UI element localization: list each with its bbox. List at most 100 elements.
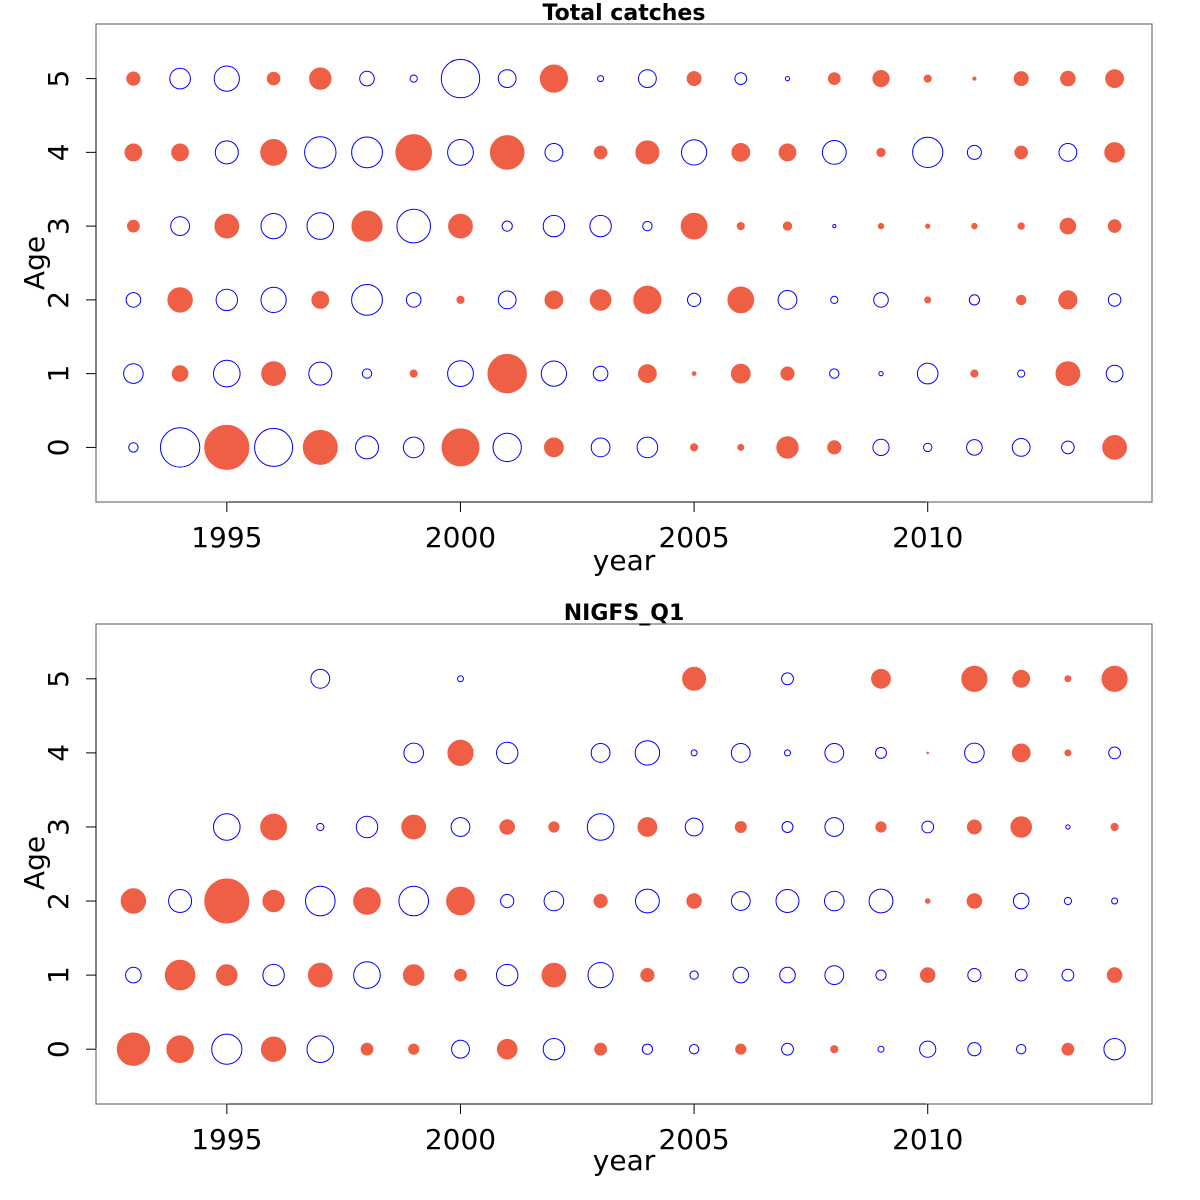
bubble-point	[633, 285, 662, 314]
bubble-point	[967, 968, 982, 983]
bubble-point	[776, 436, 799, 459]
bubble-point	[824, 817, 845, 837]
bubble-point	[778, 143, 797, 162]
bubble-point	[409, 74, 418, 83]
bubble-point	[682, 666, 707, 691]
bubble-point	[830, 295, 839, 304]
bubble-point	[171, 143, 190, 162]
bubble-point	[1106, 967, 1123, 983]
chart-title: NIGFS_Q1	[564, 601, 685, 626]
bubble-point	[921, 820, 935, 834]
bubble-point	[361, 368, 373, 379]
bubble-point	[496, 1038, 518, 1060]
y-tick-label: 3	[42, 217, 75, 235]
y-tick-label: 1	[42, 966, 75, 984]
bubble-point	[824, 965, 845, 985]
bubble-point	[204, 424, 250, 470]
bubble-point	[262, 889, 285, 913]
bubble-point	[872, 70, 890, 88]
bubble-point	[924, 898, 931, 904]
bubble-point	[359, 70, 375, 87]
bubble-point	[730, 743, 751, 763]
bubble-point	[1013, 71, 1029, 87]
bubble-point	[169, 67, 191, 90]
bubble-point	[877, 222, 885, 230]
bubble-point	[821, 140, 847, 165]
bubble-point	[730, 891, 751, 911]
bubble-point	[775, 889, 800, 913]
bubble-point	[691, 371, 697, 377]
bubble-point	[213, 813, 241, 841]
bubble-point	[542, 1038, 566, 1061]
bubble-point	[262, 963, 285, 987]
bubble-point	[1017, 369, 1026, 378]
bubble-point	[500, 893, 515, 909]
x-tick-label: 2000	[425, 1123, 496, 1156]
bubble-point	[781, 672, 794, 686]
bubble-point	[875, 821, 887, 833]
bubble-point	[875, 969, 887, 981]
bubble-point	[919, 967, 936, 983]
bubble-point	[204, 878, 250, 924]
bubble-point	[923, 442, 933, 453]
x-tick-label: 2005	[658, 1123, 729, 1156]
y-tick-label: 1	[42, 365, 75, 383]
y-tick-label: 0	[42, 438, 75, 456]
bubble-point	[961, 665, 988, 692]
bubble-point	[1102, 435, 1127, 460]
bubble-point	[1108, 746, 1121, 760]
x-tick-label: 2005	[658, 521, 729, 554]
bubble-point	[734, 72, 748, 85]
bubble-point	[1058, 143, 1078, 162]
bubble-point	[1014, 968, 1028, 982]
bubble-point	[307, 962, 333, 988]
bubble-point	[784, 76, 791, 82]
x-tick-label: 2000	[425, 521, 496, 554]
bubble-point	[876, 147, 886, 158]
bubble-point	[919, 1040, 937, 1058]
bubble-point	[260, 1036, 287, 1062]
bubble-point	[214, 213, 240, 239]
bubble-point	[448, 213, 473, 239]
bubble-point	[731, 143, 751, 162]
bubble-point	[441, 428, 480, 467]
bubble-point	[266, 71, 281, 86]
bubble-point	[541, 962, 567, 988]
bubble-point	[868, 888, 894, 914]
bubble-point	[641, 1043, 654, 1055]
bubble-point	[966, 144, 982, 160]
bubble-point	[727, 286, 755, 314]
bubble-point	[440, 58, 481, 99]
bubble-point	[782, 221, 793, 231]
bubble-point	[496, 741, 519, 765]
bubble-point	[637, 817, 658, 837]
bubble-point	[592, 365, 609, 382]
bubble-point	[784, 749, 791, 757]
bubble-point	[254, 427, 294, 467]
bubble-point	[543, 890, 565, 912]
bubble-point	[215, 288, 239, 312]
bubble-point	[1017, 222, 1025, 230]
bubble-point	[170, 216, 191, 237]
bubble-point	[781, 821, 794, 833]
bubble-point	[171, 365, 189, 382]
bubble-point	[1012, 892, 1030, 910]
bubble-point	[925, 223, 931, 229]
bubble-point	[496, 963, 519, 987]
bubble-point	[730, 363, 751, 384]
bubble-point	[544, 143, 564, 162]
bubble-point	[642, 220, 653, 232]
y-tick-label: 5	[42, 670, 75, 688]
bubble-point	[634, 740, 661, 766]
plot-frame	[95, 623, 1153, 1105]
bubble-point	[1016, 1044, 1027, 1055]
x-tick-label: 2010	[892, 1123, 963, 1156]
bubble-point	[125, 966, 142, 984]
bubble-point	[351, 136, 383, 169]
bubble-point	[1064, 749, 1072, 757]
x-tick-label: 2010	[892, 521, 963, 554]
y-axis: 0 1 2 3 4 5	[42, 670, 97, 1058]
bubble-point	[120, 888, 147, 914]
bubble-point	[125, 292, 142, 308]
bubble-point	[447, 739, 474, 767]
